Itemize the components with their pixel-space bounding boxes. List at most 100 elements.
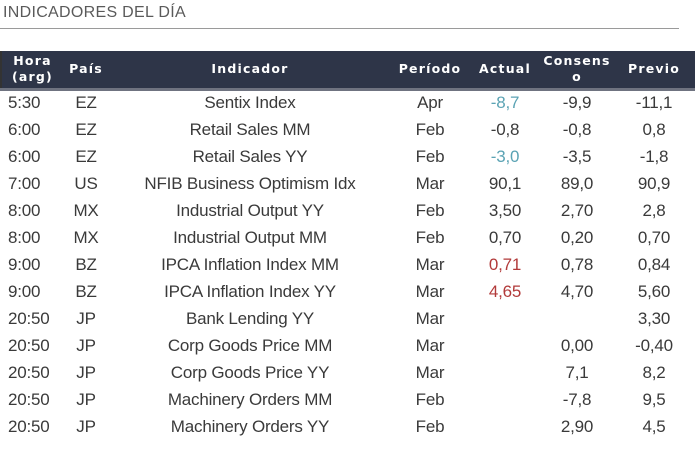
cell-consenso: -3,5 [562, 146, 592, 166]
cell-hora: 5:30 [8, 93, 41, 113]
header-consenso-line1: Consens [543, 53, 611, 69]
cell-previo: 0,70 [637, 227, 671, 247]
table-row: 20:50 JP Corp Goods Price MM Mar 0,00 -0,40 [1, 332, 695, 359]
cell-pais: EZ [75, 146, 97, 166]
cell-consenso: 0,00 [560, 335, 594, 355]
cell-previo: 4,5 [642, 416, 666, 436]
cell-periodo: Feb [415, 227, 445, 247]
table-row: 5:30 EZ Sentix Index Apr -8,7 -9,9 -11,1 [1, 89, 695, 116]
table-row: 20:50 JP Bank Lending YY Mar 3,30 [1, 305, 695, 332]
cell-hora: 20:50 [8, 308, 50, 328]
cell-indicador: Bank Lending YY [185, 308, 315, 328]
cell-consenso: 2,70 [560, 200, 594, 220]
cell-actual: -0,8 [490, 119, 520, 139]
cell-periodo: Feb [415, 146, 445, 166]
cell-previo: 5,60 [637, 281, 671, 301]
cell-previo: 3,30 [637, 308, 671, 328]
cell-previo: -11,1 [635, 93, 673, 113]
cell-consenso: -7,8 [562, 389, 592, 409]
cell-pais: US [74, 173, 98, 193]
table-body: 5:30 EZ Sentix Index Apr -8,7 -9,9 -11,1 6:00 EZ… [1, 89, 695, 440]
cell-indicador: Sentix Index [204, 93, 296, 113]
cell-indicador: Retail Sales YY [192, 146, 308, 166]
cell-actual: -8,7 [490, 93, 520, 113]
cell-actual: 3,50 [488, 200, 522, 220]
cell-actual: 0,70 [488, 227, 522, 247]
cell-hora: 6:00 [8, 146, 41, 166]
header-pais: País [63, 51, 109, 91]
cell-periodo: Apr [417, 93, 443, 113]
cell-periodo: Feb [415, 416, 445, 436]
cell-actual: 0,71 [488, 254, 522, 274]
header-periodo: Período [391, 51, 469, 91]
cell-hora: 8:00 [8, 227, 41, 247]
cell-pais: JP [76, 335, 96, 355]
cell-consenso: 0,78 [560, 254, 594, 274]
cell-hora: 6:00 [8, 119, 41, 139]
cell-periodo: Mar [415, 281, 445, 301]
cell-consenso: 2,90 [560, 416, 594, 436]
cell-pais: JP [76, 389, 96, 409]
cell-consenso: -0,8 [562, 119, 592, 139]
cell-hora: 8:00 [8, 200, 41, 220]
cell-hora: 20:50 [8, 362, 50, 382]
cell-consenso: -9,9 [562, 93, 592, 113]
cell-pais: EZ [75, 93, 97, 113]
table-row: 9:00 BZ IPCA Inflation Index YY Mar 4,65 4,70… [1, 278, 695, 305]
cell-previo: 2,8 [642, 200, 666, 220]
table-row: 8:00 MX Industrial Output YY Feb 3,50 2,70 2,8 [1, 197, 695, 224]
cell-pais: BZ [75, 254, 97, 274]
table-header-row: Hora (arg) País Indicador Período Actual… [0, 51, 695, 91]
header-previo: Previo [613, 51, 695, 91]
header-indicador: Indicador [109, 51, 391, 91]
table-row: 20:50 JP Machinery Orders MM Feb -7,8 9,5 [1, 386, 695, 413]
header-consenso-line2: o [572, 69, 582, 85]
cell-periodo: Mar [415, 335, 445, 355]
cell-previo: 0,8 [642, 119, 666, 139]
cell-indicador: Machinery Orders MM [167, 389, 333, 409]
cell-indicador: Industrial Output MM [173, 227, 327, 247]
cell-actual: -3,0 [490, 146, 520, 166]
cell-actual [469, 359, 541, 386]
cell-previo: 8,2 [642, 362, 666, 382]
cell-periodo: Mar [415, 362, 445, 382]
cell-indicador: IPCA Inflation Index YY [164, 281, 336, 301]
cell-consenso: 0,20 [560, 227, 594, 247]
header-hora: Hora (arg) [0, 51, 63, 91]
cell-previo: 0,84 [637, 254, 671, 274]
cell-previo: -0,40 [635, 335, 673, 355]
table-row: 7:00 US NFIB Business Optimism Idx Mar 90,1 8… [1, 170, 695, 197]
header-actual: Actual [469, 51, 541, 91]
cell-indicador: IPCA Inflation Index MM [161, 254, 339, 274]
cell-indicador: Machinery Orders YY [170, 416, 330, 436]
indicators-table: Hora (arg) País Indicador Período Actual… [0, 51, 695, 440]
table-row: 9:00 BZ IPCA Inflation Index MM Mar 0,71 0,78… [1, 251, 695, 278]
cell-indicador: Industrial Output YY [176, 200, 324, 220]
cell-actual [469, 386, 541, 413]
cell-periodo: Mar [415, 254, 445, 274]
cell-pais: JP [76, 308, 96, 328]
cell-indicador: NFIB Business Optimism Idx [144, 173, 356, 193]
cell-hora: 9:00 [8, 281, 41, 301]
table-row: 20:50 JP Corp Goods Price YY Mar 7,1 8,2 [1, 359, 695, 386]
cell-consenso: 4,70 [560, 281, 594, 301]
cell-pais: BZ [75, 281, 97, 301]
cell-pais: EZ [75, 119, 97, 139]
cell-periodo: Feb [415, 119, 445, 139]
cell-periodo: Mar [415, 173, 445, 193]
title-divider [0, 28, 679, 29]
header-hora-line1: Hora [13, 53, 52, 69]
cell-hora: 9:00 [8, 254, 41, 274]
cell-pais: JP [76, 362, 96, 382]
table-row: 20:50 JP Machinery Orders YY Feb 2,90 4,5 [1, 413, 695, 440]
page-title: INDICADORES DEL DÍA [3, 4, 186, 21]
table-row: 6:00 EZ Retail Sales MM Feb -0,8 -0,8 0,8 [1, 116, 695, 143]
cell-periodo: Mar [415, 308, 445, 328]
cell-indicador: Corp Goods Price YY [170, 362, 330, 382]
cell-pais: MX [73, 200, 99, 220]
cell-indicador: Retail Sales MM [189, 119, 311, 139]
header-hora-line2: (arg) [12, 69, 53, 85]
cell-actual [469, 305, 541, 332]
cell-hora: 7:00 [8, 173, 41, 193]
cell-previo: 90,9 [637, 173, 671, 193]
